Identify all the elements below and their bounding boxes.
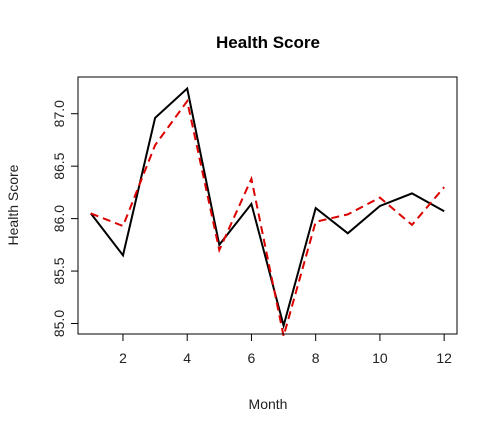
- x-tick-label: 8: [312, 350, 320, 366]
- y-tick-label: 86.0: [51, 205, 67, 232]
- y-tick-label: 85.0: [51, 310, 67, 337]
- series-layer: [90, 86, 445, 337]
- x-axis: 2 4 6 8 10 12: [119, 333, 452, 366]
- x-tick-label: 12: [436, 350, 452, 366]
- y-tick-label: 86.5: [51, 152, 67, 179]
- y-tick-label: 85.5: [51, 257, 67, 284]
- y-tick-label: 87.0: [51, 100, 67, 127]
- x-axis-label: Month: [249, 396, 288, 412]
- y-axis: 85.0 85.5 86.0 86.5 87.0: [51, 100, 79, 337]
- x-tick-label: 6: [248, 350, 256, 366]
- x-tick-label: 10: [372, 350, 388, 366]
- x-tick-label: 2: [119, 350, 127, 366]
- series-line-1: [90, 86, 445, 330]
- chart-title: Health Score: [216, 33, 320, 52]
- x-tick-label: 4: [183, 350, 191, 366]
- series-line-2: [90, 98, 445, 337]
- y-axis-label: Health Score: [5, 164, 21, 245]
